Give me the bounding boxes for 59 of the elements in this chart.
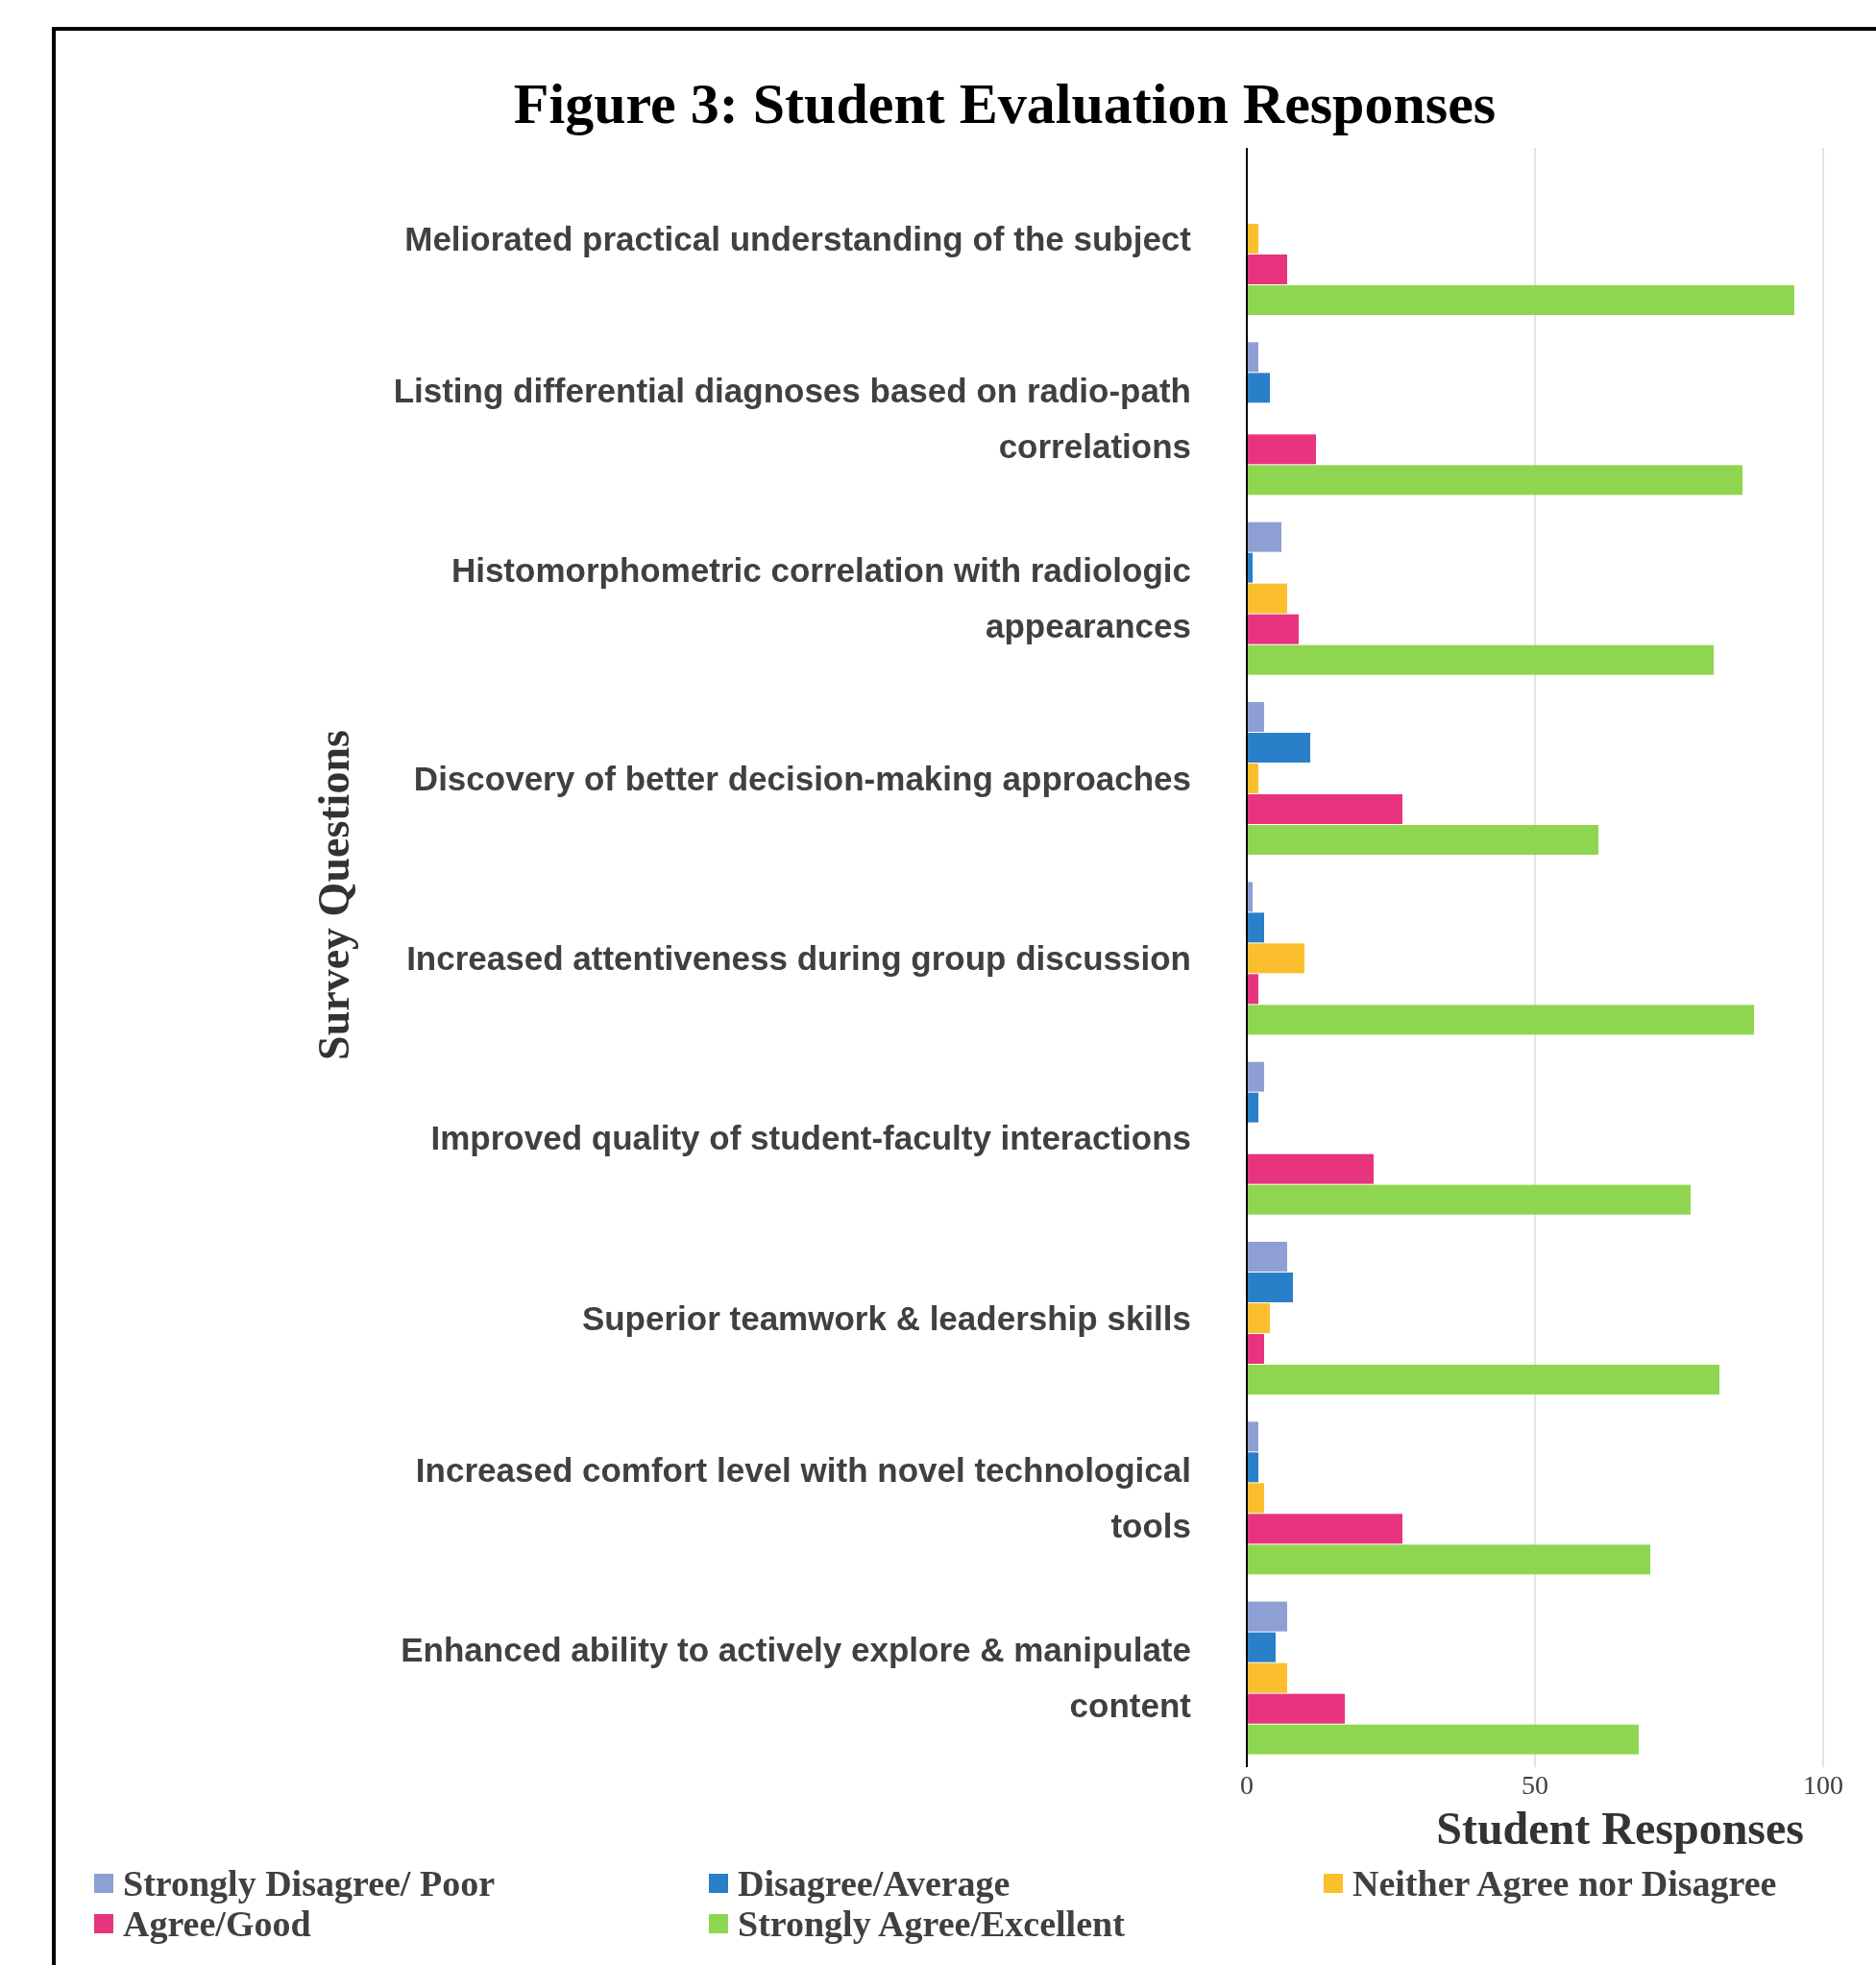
bar (1247, 1601, 1287, 1632)
bar (1247, 1514, 1402, 1544)
y-tick-label: Enhanced ability to actively explore & manipulate content (401, 1630, 1192, 1724)
x-tick-label: 50 (1522, 1769, 1548, 1800)
bar (1247, 701, 1264, 732)
y-tick-label: Meliorated practical understanding of the subject (404, 219, 1192, 257)
bar (1247, 1662, 1287, 1693)
bar (1247, 793, 1402, 824)
bar (1247, 1184, 1691, 1215)
legend-label: Disagree/Average (737, 1863, 1011, 1904)
bar (1247, 254, 1287, 284)
bar (1247, 434, 1316, 465)
bar (1247, 824, 1598, 855)
y-tick-label: Increased attentiveness during group discussion (406, 938, 1191, 977)
bar (1247, 522, 1281, 552)
y-tick-label: Discovery of better decision-making approaches (413, 759, 1191, 797)
x-tick-label: 0 (1240, 1769, 1254, 1800)
bar (1247, 974, 1258, 1005)
bar (1247, 763, 1258, 793)
chart-title: Figure 3: Student Evaluation Responses (512, 71, 1498, 137)
bar (1247, 223, 1258, 254)
bar (1247, 943, 1304, 974)
bar (1247, 583, 1287, 614)
y-tick-label: Improved quality of student-faculty interactions (430, 1118, 1191, 1156)
bar (1247, 1364, 1719, 1395)
bar (1247, 1005, 1754, 1035)
legend-label: Neither Agree nor Disagree (1352, 1863, 1778, 1904)
y-tick-label: Superior teamwork & leadership skills (581, 1298, 1191, 1337)
bar (1247, 1421, 1258, 1452)
bar (1247, 1272, 1293, 1302)
bar (1247, 732, 1310, 763)
bar (1247, 1724, 1639, 1755)
y-tick-label: Listing differential diagnoses based on radio-path correlations (393, 371, 1191, 465)
bar (1247, 644, 1714, 675)
bar (1247, 1483, 1264, 1514)
bar (1247, 1452, 1258, 1483)
legend-label: Strongly Agree/Excellent (737, 1904, 1126, 1944)
bar (1247, 284, 1794, 315)
bar (1247, 1333, 1264, 1364)
x-axis-title: Student Responses (1436, 1803, 1804, 1854)
bar (1247, 373, 1270, 403)
bar (1247, 1153, 1374, 1184)
bar (1247, 342, 1258, 373)
bar (1247, 912, 1264, 943)
bar (1247, 465, 1742, 496)
x-tick-label: 100 (1803, 1769, 1843, 1800)
bar (1247, 614, 1299, 644)
y-tick-label: Histomorphometric correlation with radiologic appearances (451, 550, 1191, 644)
bar (1247, 1092, 1258, 1123)
y-tick-label: Increased comfort level with novel technological tools (415, 1450, 1191, 1544)
bar (1247, 1061, 1264, 1092)
bar (1247, 1302, 1270, 1333)
bar (1247, 1632, 1276, 1662)
y-axis-title: Survey Questions (308, 729, 359, 1062)
bar (1247, 1241, 1287, 1272)
legend-label: Strongly Disagree/ Poor (122, 1863, 496, 1904)
bar (1247, 1693, 1345, 1724)
legend-label: Agree/Good (122, 1904, 312, 1944)
bar (1247, 1544, 1650, 1575)
